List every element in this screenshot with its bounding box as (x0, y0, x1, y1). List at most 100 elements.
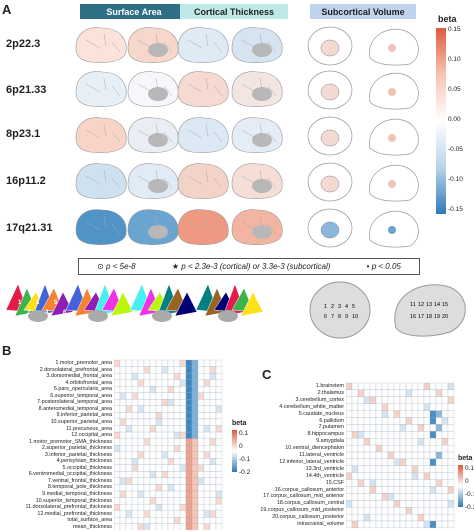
panel-c-row-label: 2.thalamus (317, 389, 344, 396)
panel-b-cell (209, 412, 217, 420)
panel-c-cell (357, 382, 365, 391)
panel-c-cell (435, 513, 443, 522)
panel-c-cell (423, 472, 431, 480)
panel-b-cell (131, 372, 139, 380)
panel-c-cell (429, 493, 437, 501)
panel-c-cell (447, 389, 455, 397)
panel-c-cell (387, 438, 395, 446)
panel-b-cell (173, 366, 181, 374)
panel-c-cell (346, 417, 353, 425)
panel-b-row-label: 10.superior_temporal_thickness (35, 497, 112, 504)
panel-c-cell (405, 417, 413, 425)
panel-c-cell (375, 438, 383, 446)
panel-c-cell (363, 438, 371, 446)
panel-b-cell (167, 405, 175, 413)
panel-b-cell (179, 372, 187, 380)
beta-tick-a: 0.15 (448, 26, 461, 33)
panel-b-cell (191, 464, 199, 472)
panel-c-cell (387, 486, 395, 494)
panel-c-cell (423, 451, 431, 460)
brain-surface (127, 163, 179, 199)
panel-b-cell (125, 438, 133, 446)
panel-c-cell (357, 500, 365, 508)
panel-b-cell (131, 431, 139, 439)
panel-b-row-label: 7.posterolateral_temporal_area (37, 399, 112, 406)
panel-b-cell (209, 372, 217, 380)
panel-c-cell (441, 486, 449, 494)
panel-c-cell (411, 479, 419, 487)
panel-b-cell (155, 523, 163, 530)
panel-c-cell (387, 382, 395, 391)
panel-b-cell (125, 366, 133, 374)
panel-b-cell (143, 464, 151, 472)
panel-b-cell (155, 497, 163, 505)
panel-b-cell (215, 438, 223, 446)
panel-b-cell (119, 431, 127, 439)
panel-c-cell (375, 500, 383, 508)
panel-b-cell (173, 490, 181, 498)
panel-b-cell (114, 484, 121, 492)
panel-c-cell (393, 410, 401, 418)
panel-b-cell (161, 359, 169, 367)
panel-b-cell (114, 517, 121, 524)
panel-b-cell (131, 523, 139, 530)
panel-b-cell (197, 484, 205, 492)
panel-b-cell (215, 379, 223, 387)
subcortical-number: 10 (352, 314, 358, 320)
panel-b-cell (209, 510, 217, 518)
panel-b-cell (191, 477, 199, 485)
panel-c-cell (417, 472, 425, 480)
beta-tick-b: 0.1 (239, 430, 249, 437)
panel-c-cell (393, 493, 401, 501)
panel-c-cell (405, 520, 413, 529)
panel-c-cell (429, 444, 437, 453)
panel-b-cell (197, 412, 205, 420)
beta-tick-b: -0.1 (239, 456, 251, 463)
panel-b-row-label: 8.anteromedial_temporal_area (38, 405, 112, 412)
panel-b-cell (215, 372, 223, 380)
panel-c-cell (369, 472, 377, 480)
panel-c-cell (357, 438, 365, 446)
panel-b-cell (149, 372, 157, 380)
subcortical-sagittal (369, 28, 419, 66)
panel-b-cell (125, 431, 133, 439)
panel-label-c: C (262, 367, 272, 382)
panel-c-cell (447, 444, 455, 453)
panel-b-cell (191, 438, 199, 446)
panel-b-cell (179, 497, 187, 505)
subcortical-coronal (307, 116, 353, 156)
panel-c-cell (387, 389, 395, 397)
panel-b-cell (179, 484, 187, 492)
panel-c-cell (346, 431, 353, 439)
panel-b-cell (125, 359, 133, 367)
panel-c-cell (369, 444, 377, 453)
panel-b-cell (197, 490, 205, 498)
panel-b-cell (137, 464, 145, 472)
panel-b-cell (155, 431, 163, 439)
panel-b-cell (137, 418, 145, 426)
panel-c-cell (346, 500, 353, 508)
panel-b-cell (167, 392, 175, 400)
panel-c-cell (411, 486, 419, 494)
panel-b-cell (185, 379, 193, 387)
panel-b-row-label: 12.occipital_area (71, 432, 112, 439)
panel-c-cell (399, 396, 407, 404)
panel-b-cell (185, 372, 193, 380)
beta-tick-b: -0.2 (239, 469, 251, 476)
panel-c-cell (393, 431, 401, 439)
panel-c-cell (405, 458, 413, 466)
panel-b-cell (143, 438, 151, 446)
panel-b-row-label: total_surface_area (67, 517, 112, 524)
panel-b-cell (173, 471, 181, 479)
panel-c-cell (423, 479, 431, 487)
panel-c-cell (447, 493, 455, 501)
panel-b-cell (161, 484, 169, 492)
panel-b-cell (114, 438, 121, 446)
panel-b-cell (137, 438, 145, 446)
panel-b-cell (149, 418, 157, 426)
subcortical-number: 1 (324, 304, 327, 310)
panel-c-cell (429, 396, 437, 404)
panel-c-cell (417, 451, 425, 460)
panel-c-cell (346, 486, 353, 494)
panel-b-cell (215, 484, 223, 492)
